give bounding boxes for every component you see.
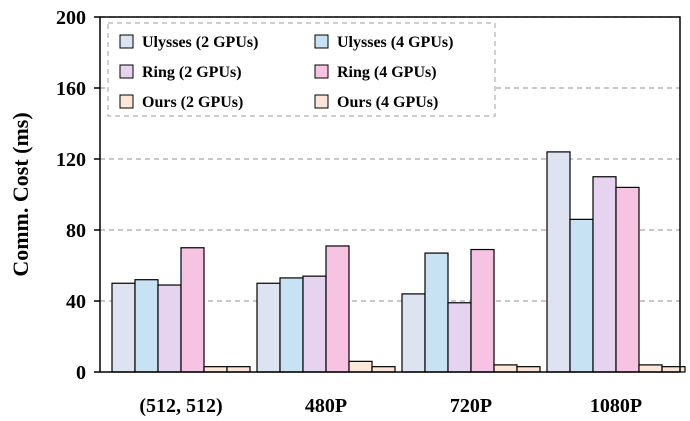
bar xyxy=(157,284,182,373)
x-tick-label: 720P xyxy=(450,395,492,417)
legend-label: Ulysses (4 GPUs) xyxy=(337,34,453,51)
bar xyxy=(546,151,571,373)
y-tick-label: 120 xyxy=(56,149,86,171)
bar xyxy=(401,293,426,373)
legend-label: Ring (4 GPUs) xyxy=(337,64,437,81)
bar xyxy=(371,366,396,373)
bar xyxy=(302,275,327,373)
y-tick-label: 200 xyxy=(56,7,86,29)
bar xyxy=(226,366,251,373)
legend-label: Ours (4 GPUs) xyxy=(337,94,438,111)
bar xyxy=(348,360,373,373)
legend-swatch xyxy=(119,64,134,79)
bar xyxy=(470,248,495,373)
legend-swatch xyxy=(119,34,134,49)
legend-swatch xyxy=(314,64,329,79)
bar xyxy=(569,218,594,373)
bar xyxy=(325,245,350,373)
bar xyxy=(516,366,541,373)
bar xyxy=(447,302,472,373)
y-tick-label: 80 xyxy=(66,220,86,242)
legend-swatch xyxy=(314,34,329,49)
bar xyxy=(134,279,159,373)
legend: Ulysses (2 GPUs) Ulysses (4 GPUs) Ring (2 … xyxy=(107,22,496,117)
legend-swatch xyxy=(119,94,134,109)
legend-swatch xyxy=(314,94,329,109)
bar xyxy=(203,366,228,373)
legend-box xyxy=(107,22,496,117)
bar xyxy=(493,364,518,373)
y-axis-label: Comm. Cost (ms) xyxy=(8,112,33,276)
x-tick-label: 1080P xyxy=(590,395,642,417)
bars-layer xyxy=(111,151,686,373)
bar xyxy=(424,252,449,373)
bar xyxy=(661,366,686,373)
y-tick-label: 40 xyxy=(66,291,86,313)
plot-frame xyxy=(99,16,681,373)
x-tick-label: (512, 512) xyxy=(139,395,222,417)
x-tick-label: 480P xyxy=(305,395,347,417)
axes-layer: 0 40 80 120 160 200 (512, 512) 480P 720P 1080P xyxy=(56,7,681,417)
bar xyxy=(638,364,663,373)
legend-label: Ring (2 GPUs) xyxy=(142,64,242,81)
bar xyxy=(279,277,304,373)
y-tick-label: 0 xyxy=(76,362,86,384)
legend-label: Ours (2 GPUs) xyxy=(142,94,243,111)
legend-label: Ulysses (2 GPUs) xyxy=(142,34,258,51)
bar xyxy=(592,176,617,373)
y-tick-label: 160 xyxy=(56,78,86,100)
bar xyxy=(256,282,281,373)
bar xyxy=(615,186,640,373)
bar xyxy=(111,282,136,373)
bar xyxy=(180,247,205,373)
